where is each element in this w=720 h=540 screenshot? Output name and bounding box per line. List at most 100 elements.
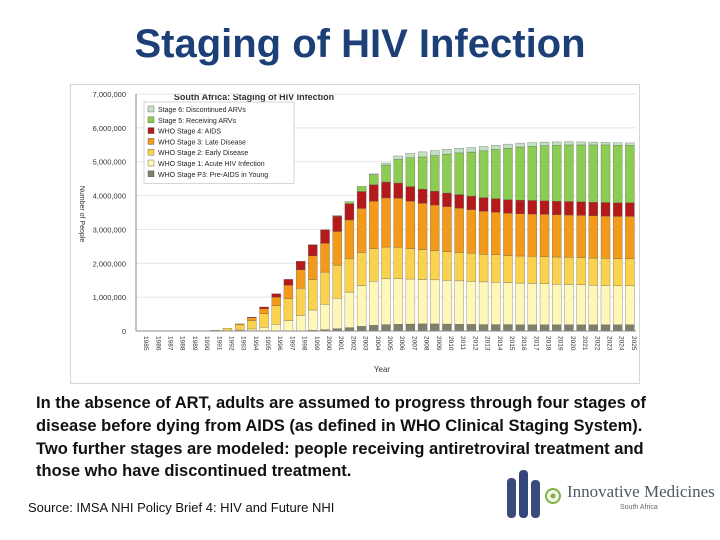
bar-segment-who-stage-4-aids-2018 [539,200,550,215]
y-tick-label: 3,000,000 [93,225,126,234]
bar-segment-who-stage-4-aids-2000 [320,229,330,244]
bar-segment-who-stage-4-aids-1997 [283,279,294,286]
bar-segment-who-stage-p3-pre-aids-in-young-2003 [356,326,367,332]
bar-segment-who-stage-1-acute-hiv-infection-2007 [405,278,416,325]
bar-segment-who-stage-p3-pre-aids-in-young-2019 [552,324,562,332]
bar-segment-stage-5-receiving-arvs-2024 [613,145,623,204]
bar-segment-stage-6-discontinued-arvs-2011 [454,148,464,154]
bar-segment-who-stage-2-early-disease-2005 [381,246,391,280]
bar-segment-who-stage-3-late-disease-1997 [283,284,294,299]
y-tick-label: 1,000,000 [93,293,126,302]
bar-segment-stage-5-receiving-arvs-2008 [417,156,428,190]
bar-segment-stage-5-receiving-arvs-2014 [491,149,501,199]
x-tick-label: 1991 [215,336,222,351]
bar-segment-who-stage-4-aids-2003 [356,191,367,209]
bar-segment-stage-5-receiving-arvs-2017 [527,146,538,201]
bar-segment-who-stage-3-late-disease-2003 [356,208,367,253]
bar-segment-who-stage-3-late-disease-2024 [613,216,623,259]
bar-segment-who-stage-4-aids-2002 [344,203,355,221]
bar-segment-who-stage-4-aids-2020 [564,201,574,216]
bar-segment-who-stage-1-acute-hiv-infection-2009 [430,279,440,325]
legend-swatch [147,148,155,156]
x-tick-label: 2006 [398,336,405,351]
bar-segment-who-stage-3-late-disease-2023 [600,215,611,259]
bar-segment-who-stage-2-early-disease-2012 [466,253,477,282]
bar-segment-who-stage-p3-pre-aids-in-young-2004 [369,325,379,332]
chart-title: South Africa: Staging of HIV Infection [174,92,334,102]
bar-segment-who-stage-p3-pre-aids-in-young-2024 [613,324,623,332]
bar-segment-who-stage-4-aids-2008 [417,188,428,204]
bar-segment-who-stage-2-early-disease-2020 [564,257,574,285]
bar-segment-who-stage-2-early-disease-2016 [515,255,525,284]
x-tick-label: 2004 [374,336,381,351]
bar-segment-who-stage-1-acute-hiv-infection-2020 [564,284,574,325]
bar-segment-who-stage-2-early-disease-2015 [503,255,513,283]
bar-segment-who-stage-2-early-disease-2023 [600,258,611,286]
bar-segment-who-stage-4-aids-2004 [369,184,379,202]
legend-label: Stage 5: Receiving ARVs [158,118,237,125]
x-tick-label: 2013 [484,336,491,351]
bar-segment-who-stage-3-late-disease-2015 [503,213,513,256]
bar-segment-who-stage-p3-pre-aids-in-young-2017 [527,324,538,332]
bar-segment-who-stage-3-late-disease-2021 [576,215,586,258]
bar-segment-who-stage-3-late-disease-2008 [417,203,428,250]
bar-segment-who-stage-p3-pre-aids-in-young-2007 [405,323,416,332]
y-axis-label: Number of People [78,186,85,243]
bar-segment-who-stage-4-aids-2012 [466,195,477,210]
legend-label: Stage 6: Discontinued ARVs [158,107,246,114]
bar-segment-who-stage-4-aids-2009 [430,191,440,206]
x-tick-label: 1986 [154,336,161,351]
bar-segment-who-stage-p3-pre-aids-in-young-2016 [515,324,525,332]
bar-segment-who-stage-4-aids-2022 [588,202,598,216]
staging-chart: South Africa: Staging of HIV Infection N… [70,84,640,384]
y-tick-label: 6,000,000 [93,124,126,133]
x-axis-label: Year [374,365,391,374]
bar-segment-who-stage-4-aids-2007 [405,186,416,202]
bar-segment-stage-5-receiving-arvs-2013 [478,150,489,198]
bar-segment-stage-6-discontinued-arvs-2017 [527,142,538,147]
bar-segment-who-stage-3-late-disease-2000 [320,243,330,273]
x-tick-label: 1993 [240,336,247,351]
x-tick-label: 1985 [142,336,149,351]
bar-segment-who-stage-4-aids-2015 [503,199,513,214]
bar-segment-who-stage-1-acute-hiv-infection-2022 [588,284,598,325]
bar-segment-stage-5-receiving-arvs-2019 [552,145,562,202]
y-tick-label: 0 [122,327,126,336]
bar-segment-who-stage-4-aids-2001 [332,216,342,232]
bar-segment-stage-6-discontinued-arvs-2004 [369,173,379,175]
bar-segment-stage-6-discontinued-arvs-2020 [564,141,574,146]
bar-segment-who-stage-4-aids-1995 [259,306,269,309]
legend-swatch [147,159,155,167]
bar-segment-who-stage-4-aids-2006 [393,182,403,199]
bar-segment-stage-6-discontinued-arvs-2016 [515,142,525,148]
bar-segment-stage-5-receiving-arvs-2004 [369,174,379,185]
bar-segment-who-stage-p3-pre-aids-in-young-2020 [564,324,574,332]
bar-segment-who-stage-2-early-disease-2011 [454,252,464,282]
x-tick-label: 2009 [435,336,442,351]
bar-segment-who-stage-2-early-disease-1999 [308,279,318,311]
bar-segment-who-stage-2-early-disease-2004 [369,248,379,282]
bar-segment-who-stage-3-late-disease-1999 [308,255,318,280]
bar-segment-who-stage-2-early-disease-2017 [527,256,538,284]
bar-segment-who-stage-3-late-disease-2012 [466,209,477,254]
x-tick-label: 2010 [447,336,454,351]
bar-segment-who-stage-p3-pre-aids-in-young-2009 [430,323,440,332]
bar-segment-who-stage-4-aids-2011 [454,194,464,209]
bar-segment-who-stage-3-late-disease-2010 [442,206,452,252]
x-tick-label: 2016 [520,336,527,351]
x-tick-label: 2008 [423,336,430,351]
bar-segment-who-stage-4-aids-2025 [625,202,635,217]
bar-segment-who-stage-1-acute-hiv-infection-2010 [442,280,452,325]
source-note: Source: IMSA NHI Policy Brief 4: HIV and… [28,500,335,515]
bar-segment-who-stage-4-aids-2016 [515,199,525,214]
bar-segment-who-stage-3-late-disease-2018 [539,214,550,257]
bar-segment-stage-6-discontinued-arvs-2024 [613,142,623,146]
bar-segment-who-stage-4-aids-2005 [381,181,391,199]
logo-text: Innovative Medicines [567,482,715,501]
bar-segment-who-stage-3-late-disease-2005 [381,197,391,248]
bar-segment-who-stage-3-late-disease-2001 [332,231,342,266]
x-tick-label: 1995 [264,336,271,351]
innovative-medicines-logo: Innovative Medicines South Africa [505,466,715,526]
bar-segment-who-stage-1-acute-hiv-infection-2023 [600,285,611,325]
bar-segment-who-stage-1-acute-hiv-infection-2017 [527,283,538,325]
